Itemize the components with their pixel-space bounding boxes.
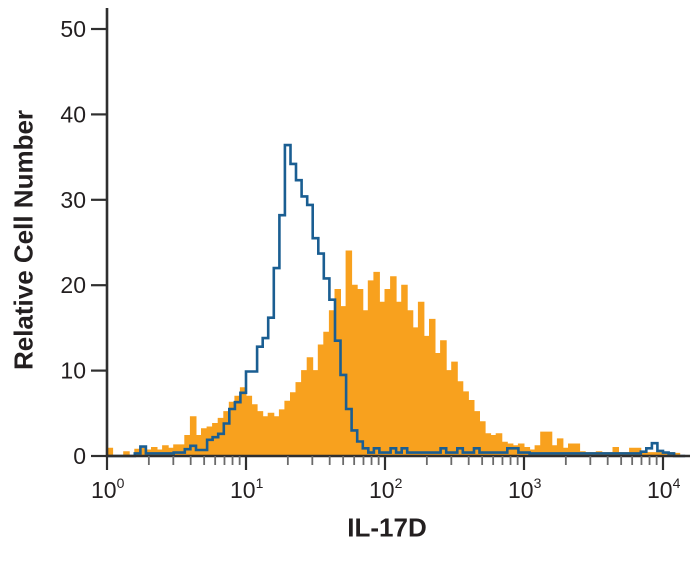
series-open-histogram-blue xyxy=(107,143,686,458)
x-tick-label: 102 xyxy=(369,475,403,503)
y-tick-label: 50 xyxy=(60,16,86,42)
y-tick-label: 10 xyxy=(60,358,86,384)
y-tick-label: 40 xyxy=(60,101,86,127)
y-tick-label: 30 xyxy=(60,187,86,213)
x-tick-label: 104 xyxy=(647,475,681,503)
y-tick-label: 20 xyxy=(60,272,86,298)
x-tick-label: 103 xyxy=(508,475,542,503)
series-filled-histogram-orange xyxy=(106,250,686,457)
y-axis-title: Relative Cell Number xyxy=(8,109,39,371)
x-tick-label: 101 xyxy=(230,475,264,503)
x-tick-label: 100 xyxy=(91,475,125,503)
y-tick-label: 0 xyxy=(73,443,86,469)
x-axis-title: IL-17D xyxy=(347,512,427,543)
